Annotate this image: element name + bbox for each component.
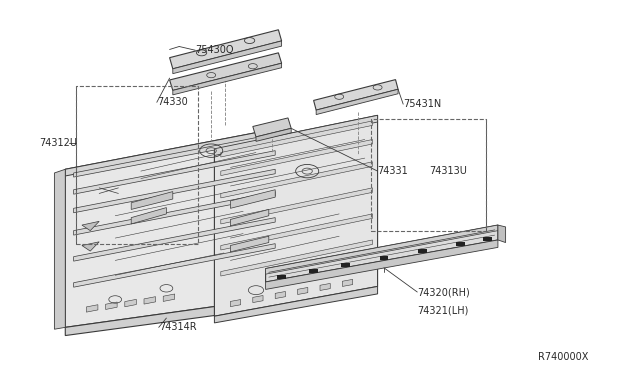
Polygon shape <box>74 192 275 235</box>
Polygon shape <box>170 53 282 90</box>
Polygon shape <box>82 242 99 251</box>
Polygon shape <box>214 286 378 323</box>
Polygon shape <box>74 244 275 287</box>
Polygon shape <box>221 162 372 198</box>
Polygon shape <box>320 283 330 291</box>
Polygon shape <box>221 188 372 224</box>
Polygon shape <box>163 294 175 301</box>
Polygon shape <box>342 279 353 286</box>
Polygon shape <box>253 118 291 137</box>
Polygon shape <box>131 208 166 224</box>
Text: 75430Q: 75430Q <box>195 45 234 55</box>
Polygon shape <box>316 89 398 115</box>
Text: 74321(LH): 74321(LH) <box>417 306 468 315</box>
Text: 74320(RH): 74320(RH) <box>417 287 470 297</box>
Polygon shape <box>230 299 241 307</box>
Polygon shape <box>65 298 278 336</box>
Polygon shape <box>131 192 173 209</box>
Polygon shape <box>144 296 156 304</box>
Text: 74314R: 74314R <box>159 323 196 332</box>
Polygon shape <box>74 169 275 213</box>
Bar <box>309 269 318 273</box>
Polygon shape <box>298 288 308 295</box>
Polygon shape <box>221 140 372 176</box>
Polygon shape <box>498 225 506 243</box>
Polygon shape <box>275 292 285 299</box>
Polygon shape <box>54 169 65 329</box>
Text: 74331: 74331 <box>378 166 408 176</box>
Polygon shape <box>170 30 282 69</box>
Polygon shape <box>230 236 269 252</box>
Polygon shape <box>266 240 498 289</box>
Polygon shape <box>256 128 291 141</box>
Polygon shape <box>221 214 372 250</box>
Polygon shape <box>230 209 269 226</box>
Polygon shape <box>221 121 372 157</box>
Bar <box>456 242 465 246</box>
Text: 74313U: 74313U <box>429 166 467 176</box>
Text: 74312U: 74312U <box>40 138 77 148</box>
Polygon shape <box>82 221 99 231</box>
Polygon shape <box>74 218 275 261</box>
Polygon shape <box>221 240 372 276</box>
Polygon shape <box>125 299 136 307</box>
Polygon shape <box>214 115 378 316</box>
Polygon shape <box>106 302 117 310</box>
Bar <box>277 275 286 279</box>
Bar <box>483 237 492 241</box>
Polygon shape <box>230 190 275 208</box>
Polygon shape <box>65 128 278 327</box>
Polygon shape <box>74 151 275 194</box>
Polygon shape <box>65 128 278 176</box>
Text: R740000X: R740000X <box>538 352 588 362</box>
Polygon shape <box>253 295 263 302</box>
Polygon shape <box>74 134 275 177</box>
Polygon shape <box>214 115 378 155</box>
Polygon shape <box>86 305 98 312</box>
Text: 74330: 74330 <box>157 97 188 107</box>
Bar <box>380 256 388 260</box>
Text: 75431N: 75431N <box>403 99 442 109</box>
Polygon shape <box>266 225 498 274</box>
Polygon shape <box>173 63 282 95</box>
Bar <box>418 249 427 253</box>
Polygon shape <box>314 80 398 110</box>
Polygon shape <box>266 225 498 282</box>
Polygon shape <box>173 41 282 74</box>
Bar <box>341 263 350 267</box>
